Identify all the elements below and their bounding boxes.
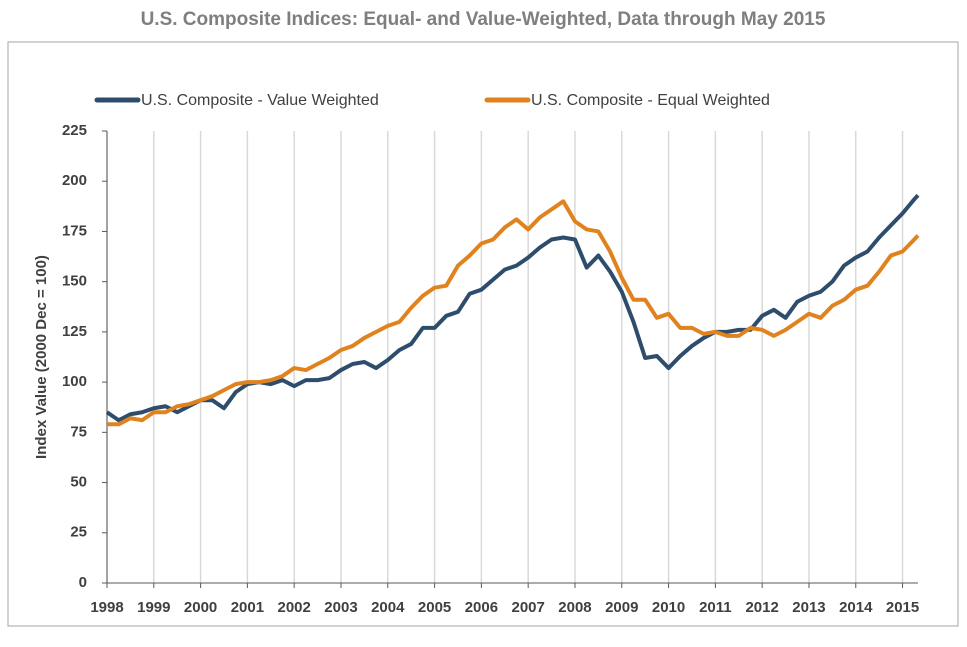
y-tick-label: 75 — [70, 423, 87, 440]
x-tick-label: 2010 — [652, 599, 685, 616]
y-axis-label: Index Value (2000 Dec = 100) — [33, 255, 50, 459]
y-tick-label: 125 — [62, 323, 87, 340]
y-tick-label: 225 — [62, 122, 87, 139]
x-tick-label: 2014 — [839, 599, 873, 616]
x-tick-label: 2009 — [605, 599, 638, 616]
series-line — [107, 199, 920, 427]
x-tick-label: 1999 — [137, 599, 170, 616]
y-tick-label: 200 — [62, 172, 87, 189]
y-tick-label: 25 — [70, 524, 87, 541]
chart-title: U.S. Composite Indices: Equal- and Value… — [141, 9, 826, 30]
x-tick-label: 2007 — [511, 599, 544, 616]
x-tick-label: 2002 — [278, 599, 311, 616]
y-tick-label: 150 — [62, 273, 87, 290]
y-tick-label: 100 — [62, 373, 87, 390]
x-tick-label: 2004 — [371, 599, 405, 616]
series-line — [105, 193, 920, 423]
x-tick-label: 2012 — [745, 599, 778, 616]
legend-label: U.S. Composite - Value Weighted — [141, 92, 379, 109]
x-tick-label: 2008 — [558, 599, 591, 616]
y-tick-label: 175 — [62, 222, 87, 239]
x-tick-label: 2003 — [324, 599, 357, 616]
x-tick-label: 1998 — [90, 599, 123, 616]
x-tick-label: 2001 — [231, 599, 264, 616]
x-tick-label: 2006 — [465, 599, 498, 616]
chart-frame — [7, 41, 959, 627]
y-tick-label: 0 — [79, 574, 87, 591]
x-tick-label: 2015 — [886, 599, 919, 616]
x-tick-label: 2000 — [184, 599, 217, 616]
x-tick-label: 2011 — [699, 599, 732, 616]
y-tick-label: 50 — [70, 474, 87, 491]
x-tick-label: 2005 — [418, 599, 451, 616]
x-tick-label: 2013 — [792, 599, 825, 616]
legend-label: U.S. Composite - Equal Weighted — [531, 92, 770, 109]
